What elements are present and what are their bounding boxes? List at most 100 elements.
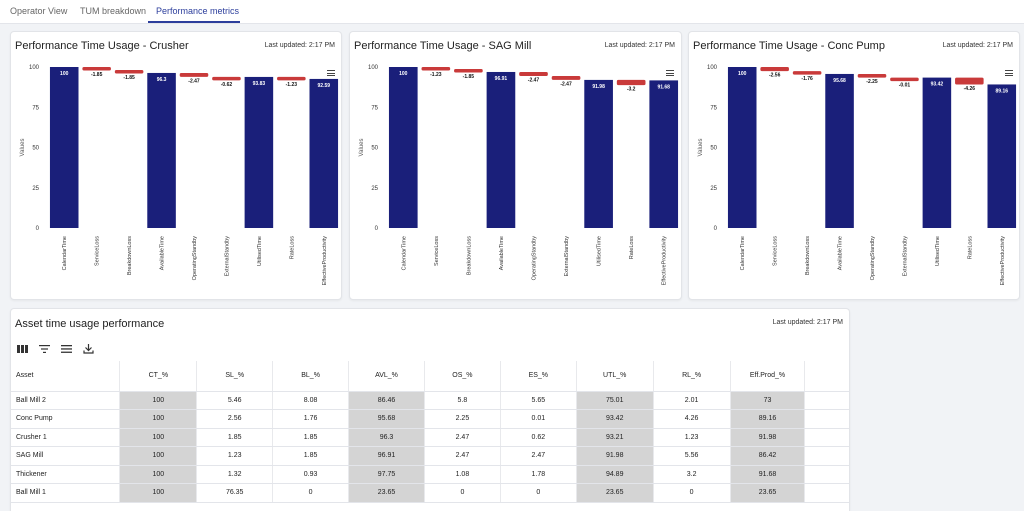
col-header-utl[interactable]: UTL_% — [576, 361, 654, 392]
table-cell: 100 — [119, 446, 198, 466]
last-updated: Last updated: 2:17 PM — [264, 42, 335, 49]
col-header-asset[interactable]: Asset — [11, 361, 121, 392]
table-header-row: Asset CT_% SL_% BL_% AVL_% OS_% ES_% UTL… — [11, 361, 849, 392]
x-tick-label: EffectiveProductivity — [322, 236, 328, 286]
data-label: -2.25 — [866, 79, 878, 85]
data-label: -1.23 — [286, 82, 298, 88]
bar-availabletime — [486, 71, 516, 228]
loss-bar-operatingstandby — [857, 73, 887, 78]
tab-operator-view[interactable]: Operator View — [10, 6, 68, 16]
y-tick-label: 50 — [710, 146, 717, 152]
data-label: 96.91 — [495, 76, 508, 82]
last-updated: Last updated: 2:17 PM — [772, 319, 843, 326]
table-cell: 4.26 — [653, 409, 731, 429]
asset-table: Asset CT_% SL_% BL_% AVL_% OS_% ES_% UTL… — [11, 361, 849, 503]
data-label: -0.62 — [221, 82, 233, 88]
table-cell: 5.65 — [500, 391, 577, 410]
table-cell: 2.47 — [424, 446, 501, 466]
chart-menu-icon[interactable] — [666, 70, 674, 76]
table-cell: 100 — [119, 391, 198, 410]
table-row[interactable]: Crusher 1 100 1.85 1.85 96.3 2.47 0.62 93.21 1.2… — [11, 428, 849, 447]
table-cell: 2.56 — [196, 409, 274, 429]
bar-utilisedtime — [922, 77, 952, 228]
table-cell: 2.01 — [653, 391, 731, 410]
table-cell: 0 — [272, 483, 350, 503]
x-tick-label: AvailableTime — [838, 236, 844, 270]
chart-crusher: Values 100 75 50 25 0 100 CalendarTime -1.85 Serv… — [20, 65, 339, 286]
x-tick-label: ExternalStandby — [564, 236, 570, 277]
table-cell: 1.23 — [653, 428, 731, 447]
col-header-es[interactable]: ES_% — [500, 361, 577, 392]
x-tick-label: RateLoss — [289, 236, 295, 259]
x-tick-label: CalendarTime — [62, 236, 68, 270]
table-row[interactable]: Ball Mill 2 100 5.46 8.08 86.46 5.8 5.65 75.01 2… — [11, 391, 849, 410]
asset-name-cell: Conc Pump — [11, 409, 121, 429]
col-header-effprod[interactable]: Eff.Prod_% — [730, 361, 806, 392]
tab-performance-metrics[interactable]: Performance metrics — [156, 6, 240, 16]
col-header-os[interactable]: OS_% — [424, 361, 501, 392]
x-tick-label: CalendarTime — [401, 236, 407, 270]
asset-name-cell: Ball Mill 1 — [11, 483, 121, 503]
chart-title: Performance Time Usage - Conc Pump — [693, 40, 885, 52]
col-header-sl[interactable]: SL_% — [196, 361, 274, 392]
data-label: 89.16 — [996, 88, 1009, 94]
x-tick-label: RateLoss — [629, 236, 635, 259]
loss-bar-operatingstandby — [519, 71, 548, 76]
bar-utilisedtime — [244, 76, 274, 228]
last-updated: Last updated: 2:17 PM — [942, 42, 1013, 49]
loss-bar-serviceloss — [82, 67, 111, 71]
export-icon[interactable] — [81, 343, 95, 355]
filter-icon[interactable] — [37, 343, 51, 355]
bar-calendartime — [49, 67, 79, 228]
table-cell: 100 — [119, 409, 198, 429]
col-header-ct[interactable]: CT_% — [119, 361, 198, 392]
active-tab-indicator — [148, 21, 240, 23]
table-cell: 5.46 — [196, 391, 274, 410]
loss-bar-breakdownloss — [454, 68, 483, 73]
table-cell: 89.16 — [730, 409, 806, 429]
last-updated: Last updated: 2:17 PM — [604, 42, 675, 49]
x-tick-label: OperatingStandby — [532, 236, 538, 281]
col-header-rl[interactable]: RL_% — [653, 361, 731, 392]
bar-calendartime — [727, 67, 757, 228]
table-cell: 91.68 — [730, 465, 806, 484]
data-label: 92.59 — [318, 83, 331, 89]
data-label: 91.98 — [592, 84, 605, 90]
table-row[interactable]: Ball Mill 1 100 76.35 0 23.65 0 0 23.65 0 23.65 — [11, 483, 849, 503]
col-header-bl[interactable]: BL_% — [272, 361, 350, 392]
table-row[interactable]: SAG Mill 100 1.23 1.85 96.91 2.47 2.47 91.98 5.5… — [11, 446, 849, 466]
chart-menu-icon[interactable] — [327, 70, 335, 76]
table-cell: 75.01 — [576, 391, 654, 410]
density-icon[interactable] — [59, 343, 73, 355]
loss-bar-breakdownloss — [114, 69, 144, 74]
columns-icon[interactable] — [15, 343, 29, 355]
table-row[interactable]: Conc Pump 100 2.56 1.76 95.68 2.25 0.01 93.42 4.… — [11, 409, 849, 429]
y-tick-label: 100 — [368, 65, 379, 71]
x-tick-label: OperatingStandby — [870, 236, 876, 281]
table-cell-filler — [804, 446, 849, 466]
col-header-avl[interactable]: AVL_% — [348, 361, 425, 392]
table-cell: 1.85 — [272, 446, 350, 466]
tab-tum-breakdown[interactable]: TUM breakdown — [80, 6, 147, 16]
bar-utilisedtime — [584, 79, 613, 228]
table-cell: 93.21 — [576, 428, 654, 447]
table-cell: 2.47 — [500, 446, 577, 466]
table-cell: 95.68 — [348, 409, 425, 429]
table-row[interactable]: Thickener 100 1.32 0.93 97.75 1.08 1.78 94.89 3.… — [11, 465, 849, 484]
y-tick-label: 0 — [714, 226, 718, 232]
x-tick-label: UtilisedTime — [935, 236, 941, 266]
table-cell: 5.56 — [653, 446, 731, 466]
y-axis-label: Values — [20, 139, 26, 157]
table-cell: 100 — [119, 483, 198, 503]
table-cell: 2.25 — [424, 409, 501, 429]
table-cell: 23.65 — [348, 483, 425, 503]
table-cell-filler — [804, 483, 849, 503]
table-cell: 0 — [500, 483, 577, 503]
chart-menu-icon[interactable] — [1005, 70, 1013, 76]
data-label: -2.47 — [560, 81, 572, 87]
table-cell: 73 — [730, 391, 806, 410]
table-toolbar — [15, 343, 95, 355]
loss-bar-serviceloss — [421, 67, 451, 71]
asset-name-cell: SAG Mill — [11, 446, 121, 466]
table-cell: 1.23 — [196, 446, 274, 466]
